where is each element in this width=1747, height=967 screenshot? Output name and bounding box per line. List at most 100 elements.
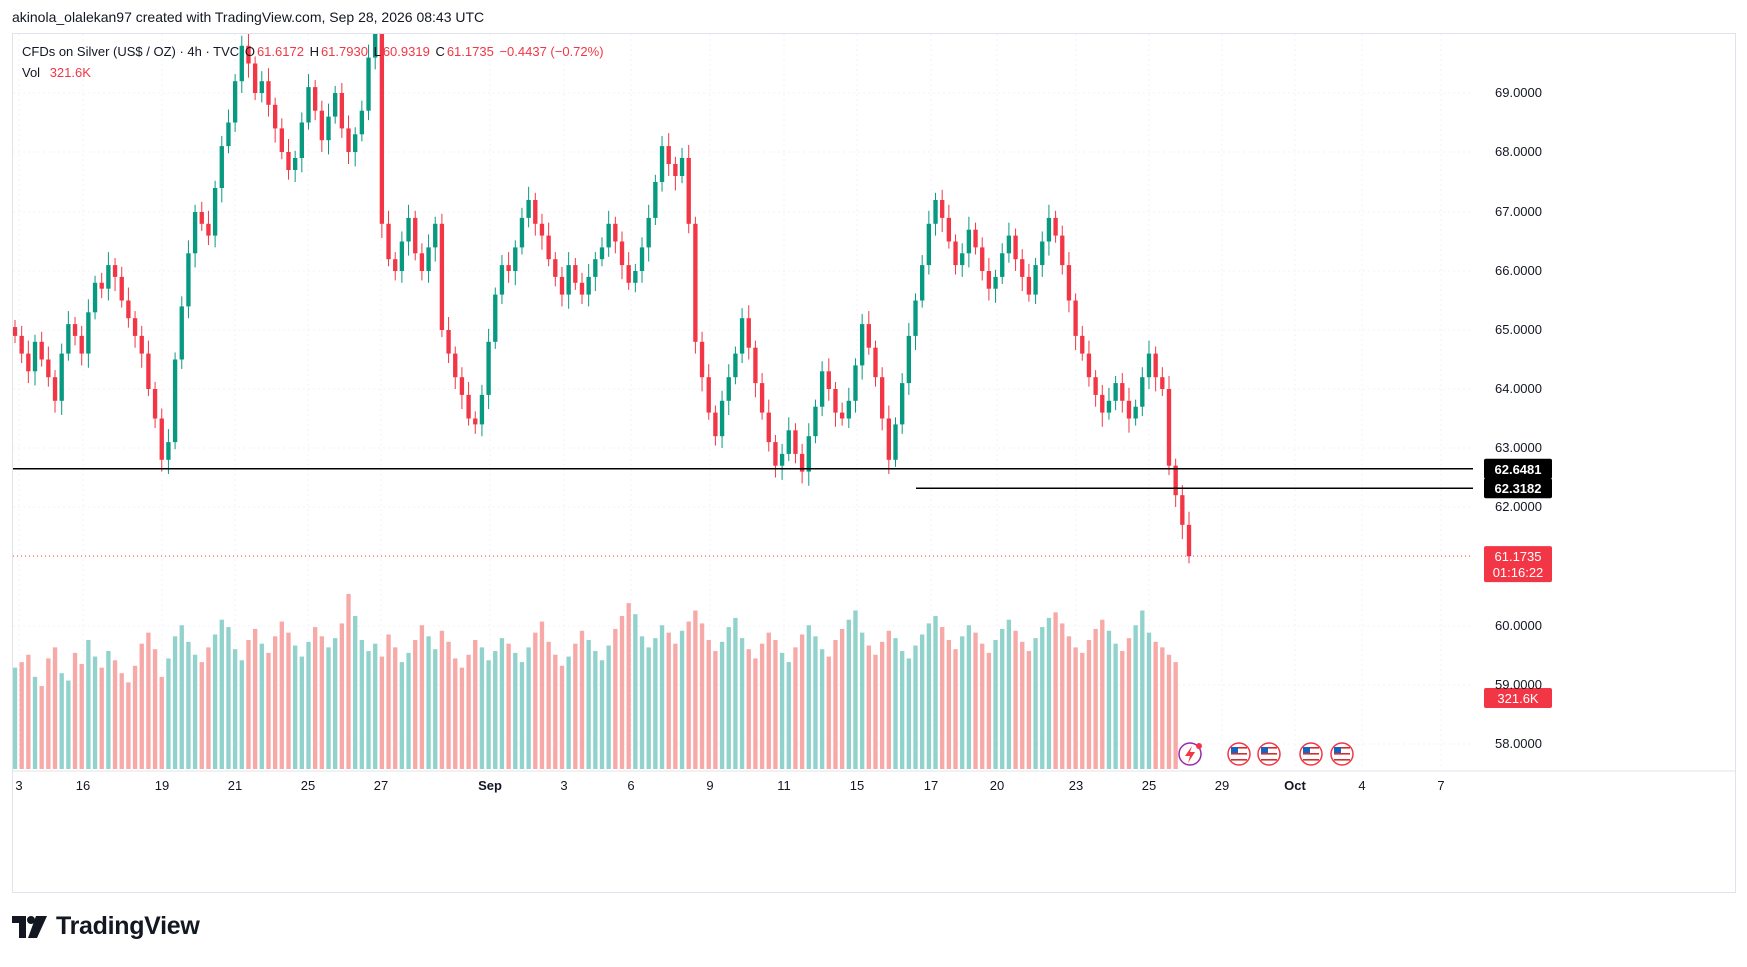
candle [1060, 225, 1065, 275]
candle [653, 174, 658, 225]
candle [633, 263, 638, 293]
candle [859, 314, 865, 380]
volume-bar [813, 636, 818, 769]
candle-body [112, 265, 118, 277]
candle [299, 112, 304, 173]
candle-body [99, 282, 104, 289]
candle-body [746, 318, 751, 348]
candle [139, 325, 144, 368]
candle-body [139, 335, 144, 354]
volume-bar [119, 673, 124, 769]
candle [1160, 367, 1165, 397]
candle [746, 305, 751, 360]
candle [579, 272, 585, 305]
attribution-text: akinola_olalekan97 created with TradingV… [12, 9, 485, 25]
flag-stripe [1334, 750, 1350, 752]
volume-bar [599, 660, 605, 769]
candle-body [1146, 353, 1152, 378]
volume-bar [993, 639, 998, 769]
candle-body [333, 93, 338, 117]
candle [766, 399, 771, 452]
candle [753, 340, 758, 398]
candle-body [286, 152, 291, 170]
candle [1140, 367, 1145, 417]
price-axis: 69.0000 68.0000 67.0000 66.0000 65.0000 64.00… [1495, 85, 1542, 751]
volume-bar [733, 617, 738, 769]
countdown-label: 01:16:22 [1493, 565, 1544, 580]
volume-bar [499, 638, 505, 769]
symbol-name[interactable]: CFDs on Silver (US$ / OZ) · 4h · TVC [22, 44, 240, 59]
chart-panel[interactable]: 62.6481 62.3182 61.1735 01:16:22 321.6K 69.0… [12, 23, 1736, 893]
candle-body [52, 377, 58, 401]
candle [393, 252, 398, 281]
candle [339, 82, 345, 138]
volume-bar [286, 632, 291, 769]
candle [980, 237, 985, 281]
candle [1020, 249, 1025, 292]
candle-body [699, 341, 705, 378]
candle-body [366, 57, 371, 111]
time-tick-label: 25 [1142, 778, 1156, 793]
candle [226, 109, 231, 154]
candle [313, 80, 318, 121]
candle-body [1073, 300, 1078, 336]
brand-name: TradingView [56, 912, 200, 940]
candle-body [252, 63, 258, 93]
candle-body [739, 318, 745, 354]
candle-body [313, 87, 318, 111]
volume-bar [1033, 638, 1038, 769]
volume-bar [86, 639, 91, 769]
volume-bar [713, 651, 718, 769]
candle [1120, 373, 1125, 413]
volume-bar [92, 656, 98, 769]
candle-body [1153, 353, 1158, 378]
candle [426, 234, 431, 283]
volume-bar [353, 616, 358, 769]
candle [639, 237, 645, 283]
candle-body [1033, 265, 1038, 295]
volume-bar [1120, 651, 1125, 769]
candle [1186, 511, 1192, 564]
candle-body [486, 341, 491, 395]
flag-canton [1334, 747, 1341, 753]
volume-bar [466, 654, 471, 769]
candle [573, 258, 578, 290]
candle [726, 364, 731, 415]
candle-body [246, 45, 251, 64]
price-tick-label: 59.0000 [1495, 677, 1542, 692]
candle [486, 328, 491, 410]
volume-bar [1166, 654, 1172, 769]
candle-body [593, 259, 598, 277]
volume-bar [893, 638, 898, 769]
candle-body [479, 394, 485, 425]
candle-body [753, 347, 758, 384]
candle [212, 180, 218, 248]
candle-body [212, 188, 218, 236]
candle-body [826, 371, 831, 389]
price-tick-label: 68.0000 [1495, 144, 1542, 159]
candle-body [1113, 383, 1118, 401]
candle [799, 443, 805, 484]
candle-body [326, 116, 331, 141]
candle [619, 231, 625, 280]
volume-bar [106, 651, 111, 769]
candle [19, 325, 24, 364]
price-tick-label: 62.0000 [1495, 499, 1542, 514]
volume-bar [419, 625, 425, 769]
candle-body [519, 217, 525, 248]
candle [439, 213, 445, 338]
volume-bar [152, 649, 158, 769]
candle-body [953, 241, 958, 266]
flag-stripe [1303, 756, 1319, 758]
candle [152, 381, 158, 428]
time-tick-label: 20 [990, 778, 1004, 793]
candle [112, 258, 118, 292]
candle [353, 127, 358, 167]
volume-bar [886, 630, 891, 769]
volume-bar [232, 649, 238, 769]
tradingview-brand[interactable]: TradingView [12, 912, 200, 941]
candle-body [879, 377, 885, 419]
candle-body [686, 158, 691, 224]
volume-bar [613, 628, 618, 769]
